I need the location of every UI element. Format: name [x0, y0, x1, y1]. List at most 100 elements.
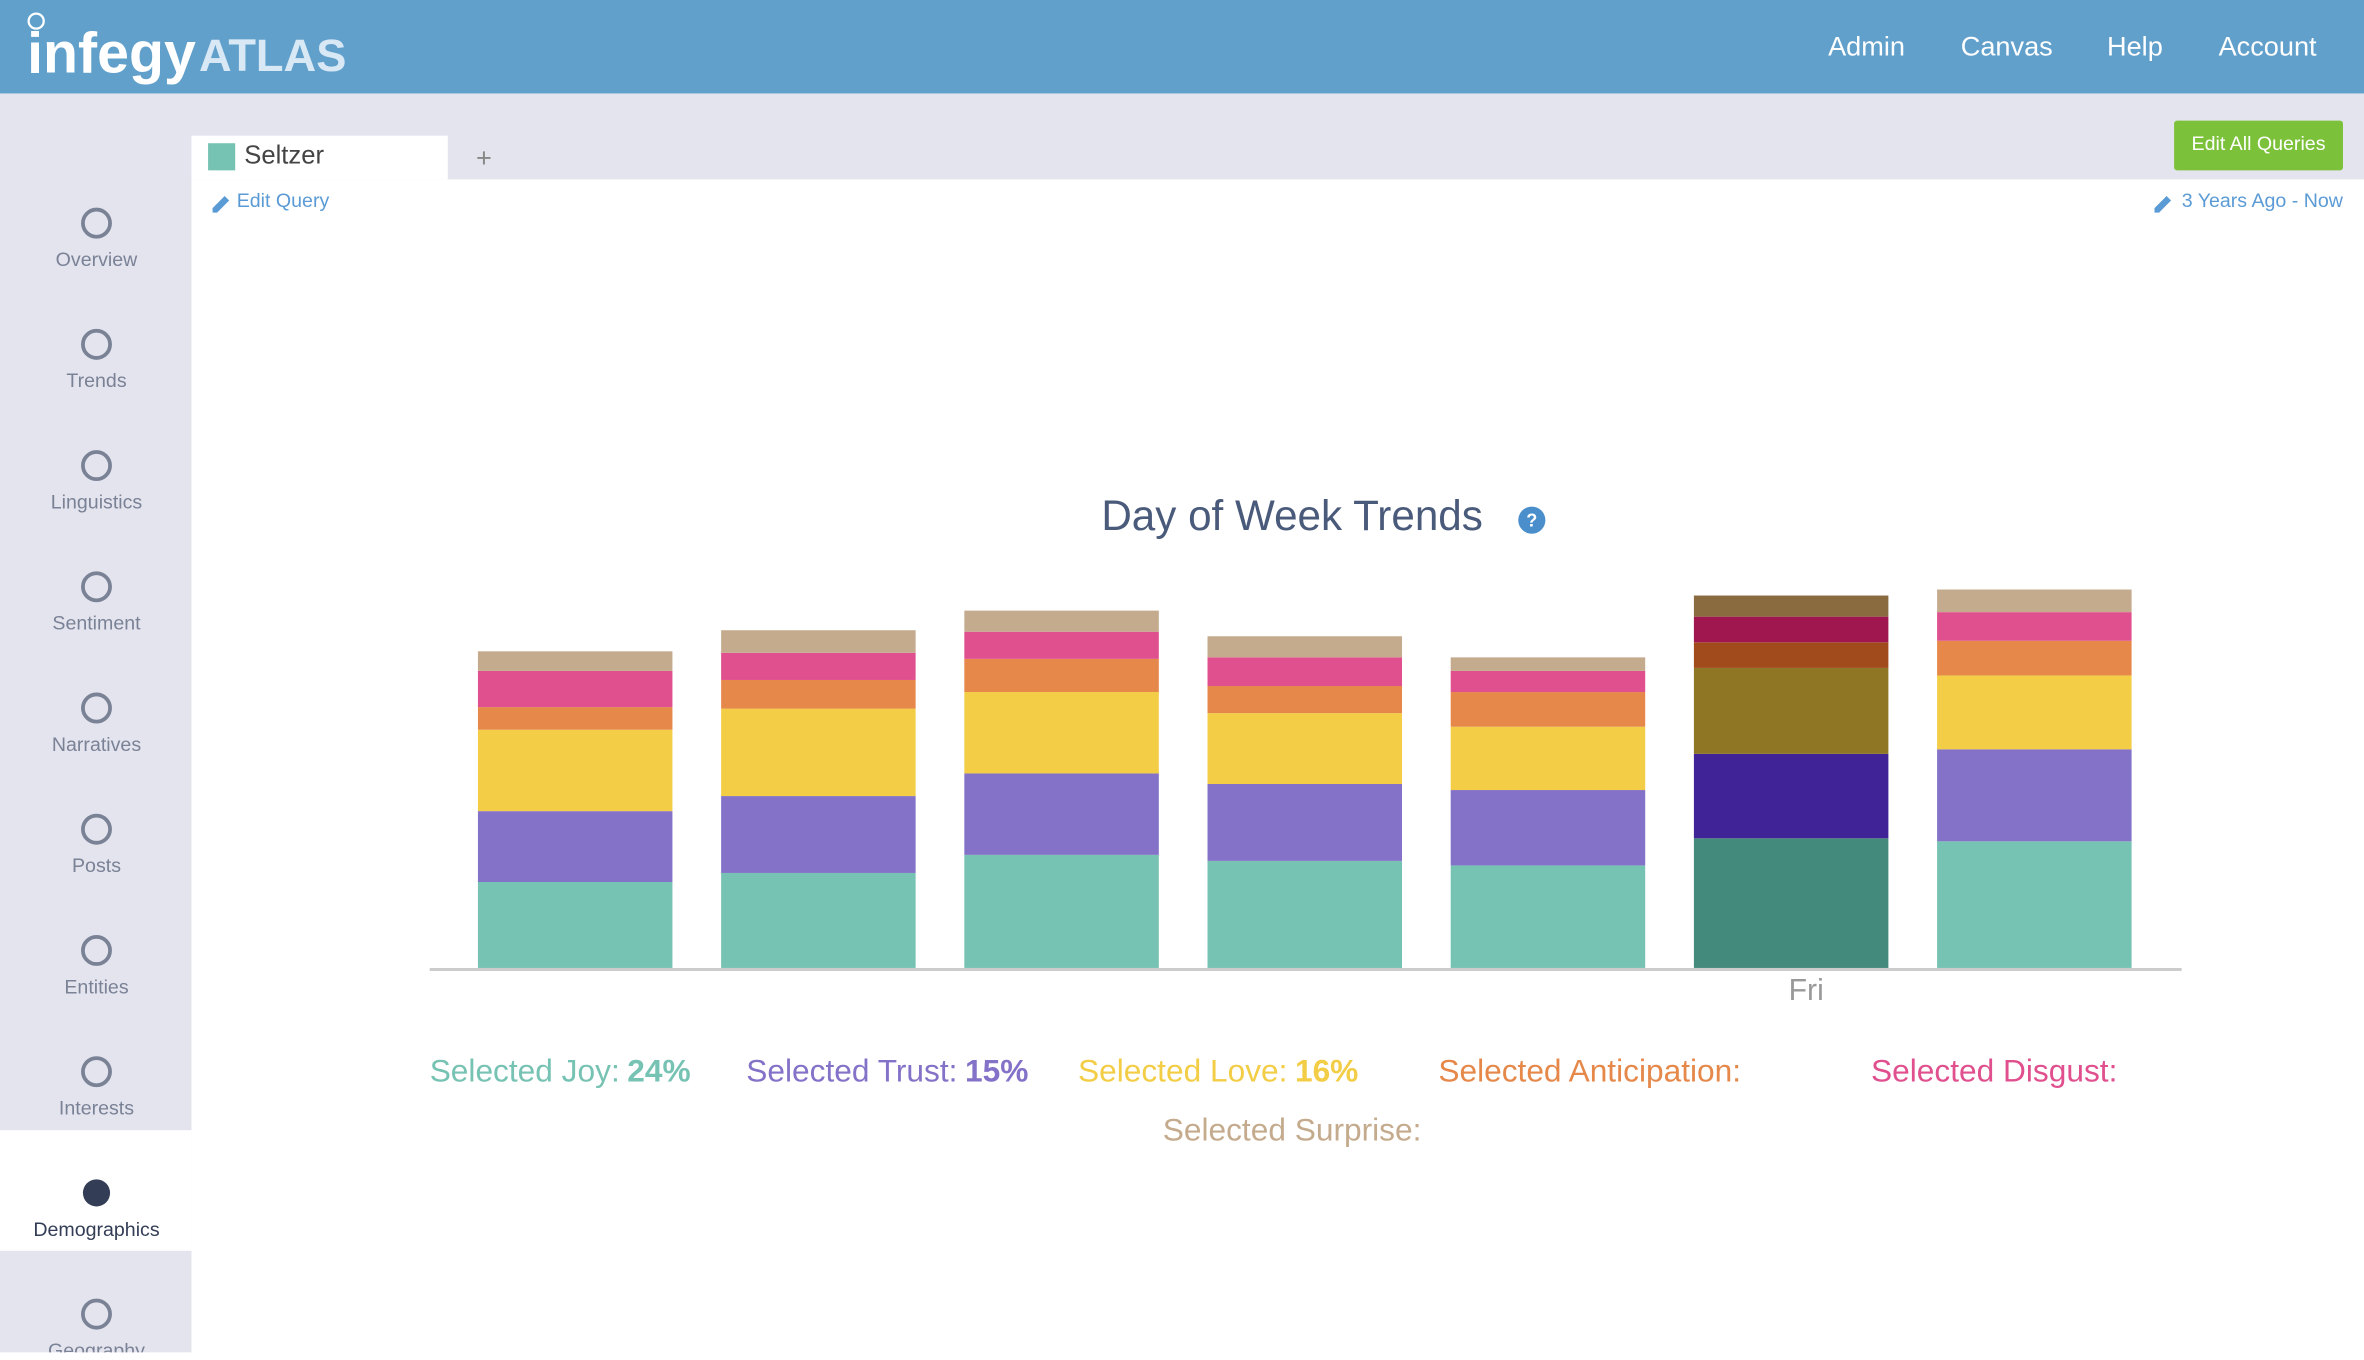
- bar-segment: [721, 872, 916, 968]
- sidebar-icon: [81, 935, 112, 966]
- bar-segment: [477, 729, 673, 812]
- bar-segment: [1693, 667, 1889, 754]
- legend-entry: Selected Trust: 15%: [746, 1053, 1028, 1089]
- edit-all-button[interactable]: [2174, 120, 2343, 171]
- bar-segment: [477, 651, 673, 671]
- bar-segment: [964, 631, 1159, 659]
- sidebar-icon: [82, 1179, 111, 1207]
- sidebar-icon: [81, 450, 112, 482]
- legend-value: 24%: [627, 1053, 690, 1089]
- bar-segment: [1937, 841, 2132, 968]
- legend-entry: Selected Anticipation:: [1438, 1053, 1741, 1089]
- logo-suffix: ATLAS: [199, 30, 346, 81]
- bar-segment: [964, 658, 1159, 693]
- bar-segment: [1937, 640, 2132, 676]
- bar-segment: [1207, 636, 1403, 658]
- query-color: [208, 143, 236, 171]
- legend-value: 15%: [965, 1053, 1028, 1089]
- bar-segment: [1450, 726, 1646, 791]
- bar-segment: [964, 854, 1159, 968]
- sidebar-label[interactable]: Overview: [56, 249, 139, 271]
- sidebar-icon: [81, 1298, 112, 1330]
- help-icon[interactable]: [1518, 506, 1546, 534]
- bar-segment: [1207, 784, 1403, 861]
- sidebar-label[interactable]: Sentiment: [52, 613, 141, 635]
- legend-name: Selected Trust:: [746, 1053, 957, 1089]
- sidebar-label[interactable]: Entities: [64, 976, 128, 998]
- bar-segment: [1207, 657, 1403, 687]
- bar-segment: [1450, 790, 1646, 866]
- bar-segment: [1450, 692, 1646, 727]
- bar-segment: [1937, 589, 2132, 613]
- sidebar-icon: [81, 328, 112, 360]
- sidebar-label[interactable]: Narratives: [52, 734, 141, 756]
- bar-segment: [1207, 860, 1403, 968]
- sidebar-icon: [81, 1056, 112, 1088]
- legend-entry: Selected Love: 16%: [1078, 1053, 1358, 1089]
- header-bar: [0, 0, 2364, 94]
- x-tick-label: Fri: [1789, 974, 1824, 1007]
- sidebar-label[interactable]: Demographics: [33, 1219, 160, 1241]
- legend-name: Selected Surprise:: [1163, 1112, 1422, 1148]
- bar-segment: [721, 796, 916, 873]
- bar-segment: [964, 692, 1159, 774]
- logo: infegy: [27, 21, 196, 85]
- bar-segment: [721, 679, 916, 709]
- sidebar-icon: [81, 692, 112, 724]
- bar-segment: [721, 652, 916, 680]
- bar-segment: [1937, 675, 2132, 750]
- bar-segment: [1450, 670, 1646, 693]
- bar-segment: [477, 882, 673, 968]
- sidebar-label[interactable]: Interests: [59, 1098, 134, 1120]
- chart-title: Day of Week Trends: [1101, 492, 1483, 539]
- legend-name: Selected Anticipation:: [1438, 1053, 1741, 1089]
- bar-segment: [1693, 642, 1889, 668]
- bar-segment: [477, 670, 673, 708]
- legend-name: Selected Disgust:: [1871, 1053, 2117, 1089]
- bar-segment: [1693, 753, 1889, 839]
- legend-entry: Selected Joy: 24%: [430, 1053, 691, 1089]
- bar-segment: [477, 707, 673, 730]
- bar-segment: [477, 811, 673, 883]
- nav-link[interactable]: Admin: [1828, 30, 1905, 61]
- bar-segment: [1207, 713, 1403, 785]
- sidebar-icon: [81, 813, 112, 845]
- edit-all-label[interactable]: Edit All Queries: [2192, 133, 2326, 155]
- sidebar-label[interactable]: Posts: [72, 855, 121, 877]
- nav-link[interactable]: Help: [2107, 30, 2163, 61]
- sidebar-icon: [81, 207, 112, 239]
- add-tab[interactable]: +: [476, 142, 492, 173]
- legend-entry: Selected Disgust:: [1871, 1053, 2117, 1089]
- help-glyph: ?: [1526, 510, 1537, 530]
- query-name[interactable]: Seltzer: [244, 142, 324, 170]
- edit-icon: [212, 196, 230, 213]
- legend-value: 16%: [1295, 1053, 1358, 1089]
- edit-icon: [2154, 196, 2172, 213]
- bar-segment: [1693, 838, 1889, 968]
- edit-query[interactable]: Edit Query: [237, 190, 330, 212]
- bar-segment: [1693, 616, 1889, 643]
- legend-name: Selected Joy:: [430, 1053, 620, 1089]
- bar-segment: [721, 630, 916, 653]
- bar-segment: [1450, 657, 1646, 671]
- bar-segment: [1693, 595, 1889, 617]
- sidebar-label[interactable]: Linguistics: [51, 491, 143, 513]
- bar-segment: [1450, 865, 1646, 968]
- sidebar-label[interactable]: Trends: [66, 370, 126, 392]
- sidebar-icon: [81, 571, 112, 603]
- bar-segment: [1937, 612, 2132, 641]
- bar-segment: [964, 610, 1159, 632]
- bar-segment: [1207, 686, 1403, 714]
- nav-link[interactable]: Canvas: [1961, 30, 2053, 61]
- bar-segment: [721, 708, 916, 797]
- bar-segment: [964, 773, 1159, 855]
- date-range[interactable]: 3 Years Ago - Now: [2182, 190, 2344, 212]
- logo-bulb: [27, 12, 45, 30]
- tab-bar: [191, 93, 2364, 180]
- sidebar-label[interactable]: Geography: [48, 1340, 145, 1360]
- nav-link[interactable]: Account: [2219, 30, 2317, 61]
- legend-entry: Selected Surprise:: [1163, 1112, 1422, 1148]
